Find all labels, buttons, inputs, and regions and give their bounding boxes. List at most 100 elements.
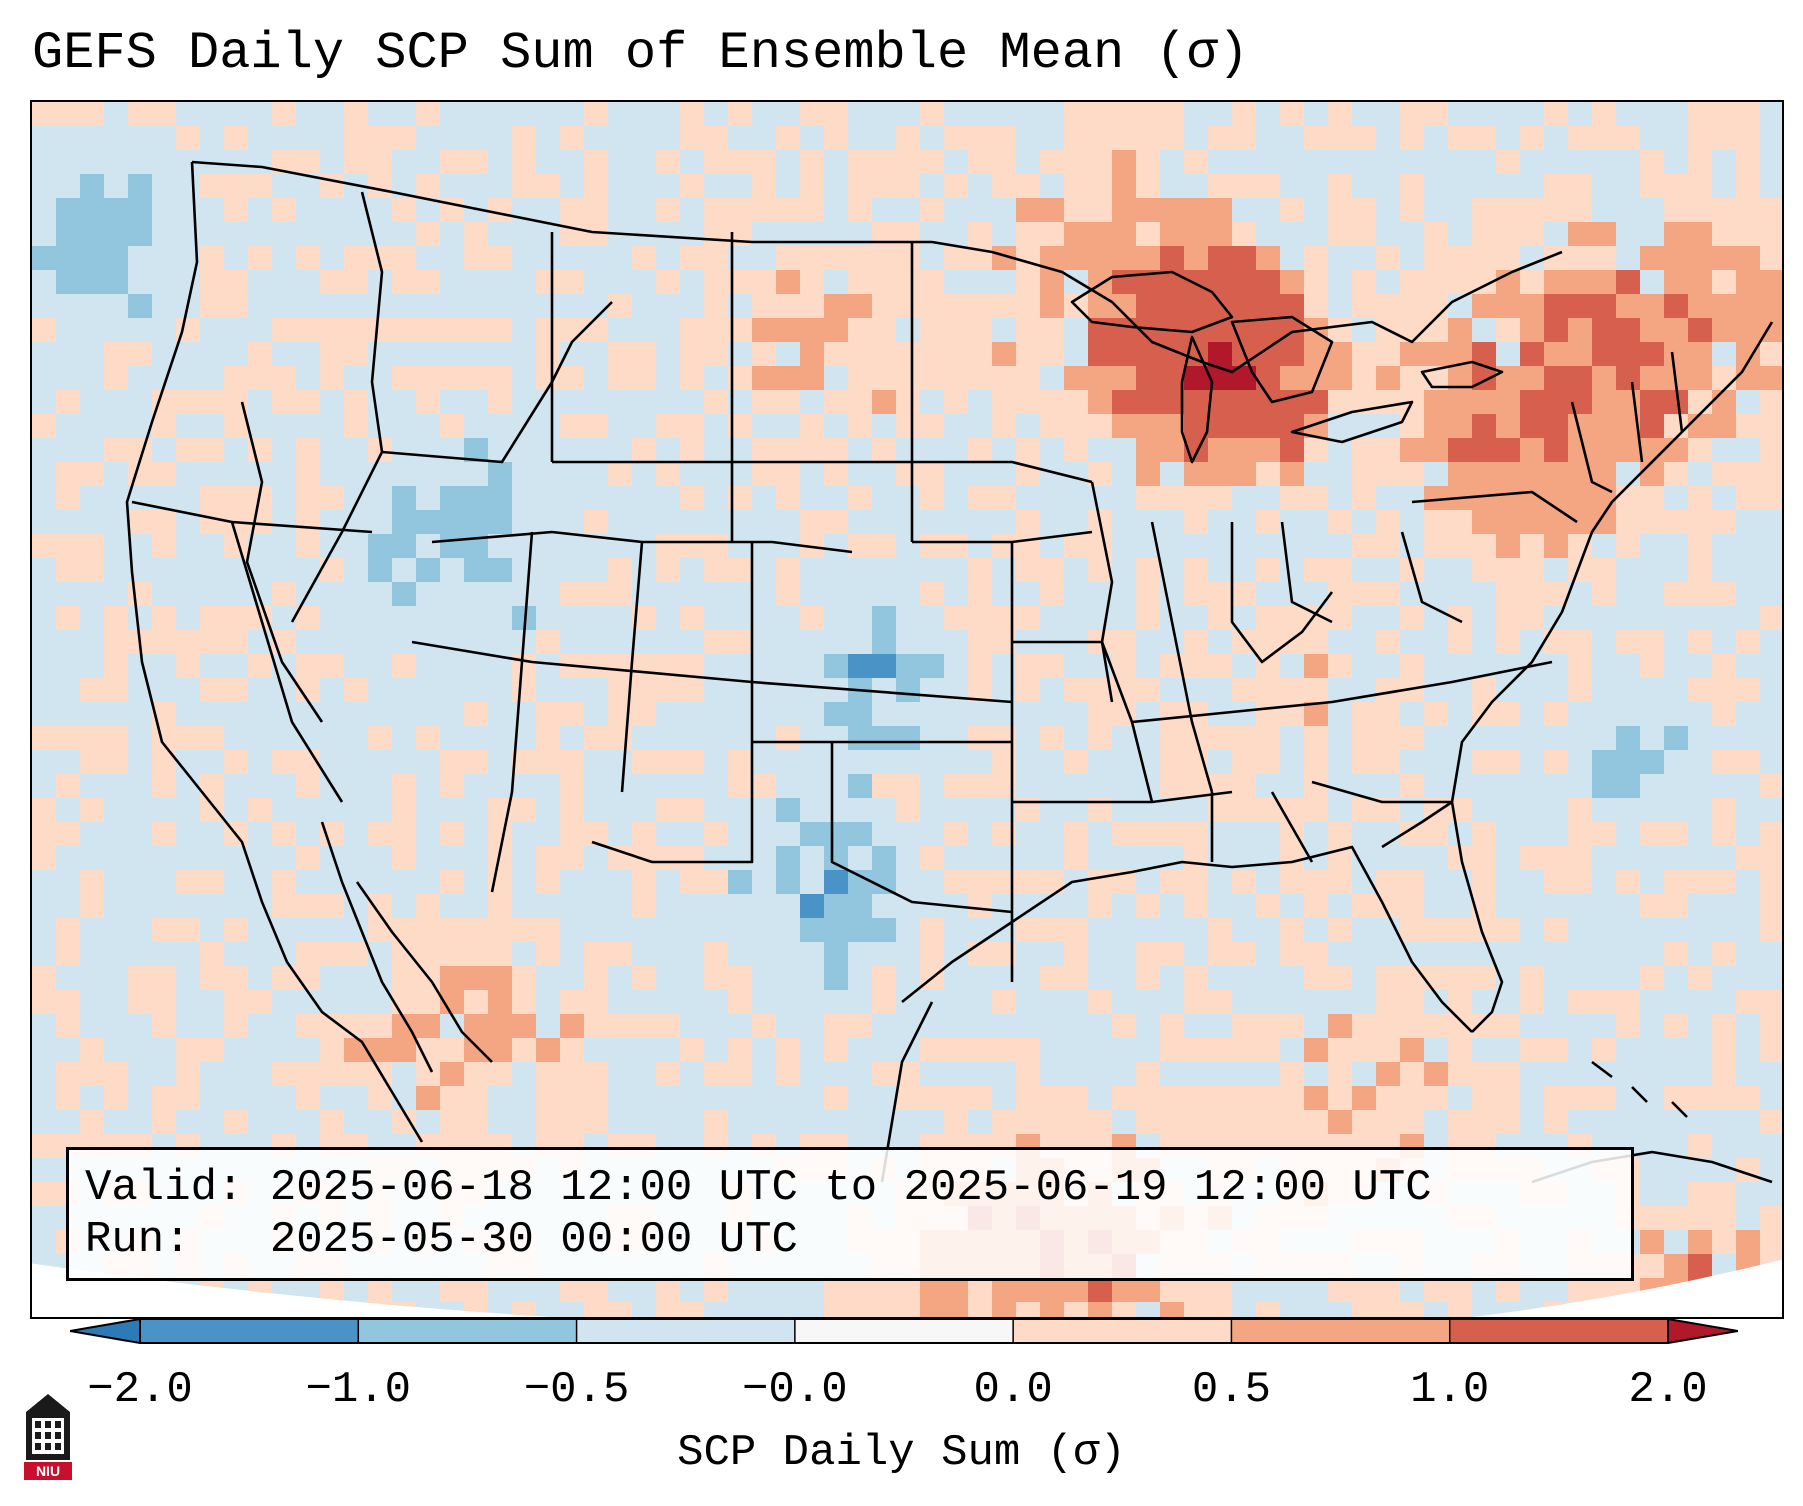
field-cell (1424, 102, 1448, 126)
field-cell (1064, 750, 1088, 774)
field-cell (968, 654, 992, 678)
field-cell (1472, 750, 1496, 774)
field-cell (1064, 822, 1088, 846)
field-cell (920, 1302, 944, 1317)
field-cell (1160, 198, 1184, 222)
field-cell (272, 318, 296, 342)
colorbar (69, 1317, 1739, 1345)
field-cell (104, 198, 128, 222)
field-cell (368, 726, 392, 750)
field-cell (1424, 534, 1448, 558)
field-cell (1400, 1302, 1424, 1317)
field-cell (1232, 1086, 1256, 1110)
field-cell (560, 126, 584, 150)
field-cell (1592, 822, 1616, 846)
field-cell (536, 726, 560, 750)
field-cell (752, 438, 776, 462)
field-cell (776, 126, 800, 150)
field-cell (1352, 894, 1376, 918)
field-cell (1520, 558, 1544, 582)
field-cell (560, 1038, 584, 1062)
field-cell (296, 894, 320, 918)
field-cell (1664, 342, 1688, 366)
field-cell (368, 1086, 392, 1110)
field-cell (1328, 870, 1352, 894)
field-cell (1280, 918, 1304, 942)
field-cell (1544, 1038, 1568, 1062)
field-cell (704, 1278, 728, 1302)
field-cell (1352, 438, 1376, 462)
field-cell (800, 366, 824, 390)
field-cell (200, 294, 224, 318)
colorbar-bin-4 (794, 1319, 1014, 1343)
field-cell (1064, 198, 1088, 222)
field-cell (1016, 198, 1040, 222)
field-cell (1472, 126, 1496, 150)
field-cell (1208, 270, 1232, 294)
field-cell (584, 198, 608, 222)
field-cell (680, 342, 704, 366)
field-cell (608, 1302, 632, 1317)
field-cell (1280, 366, 1304, 390)
field-cell (1304, 438, 1328, 462)
field-cell (1544, 702, 1568, 726)
field-cell (1424, 246, 1448, 270)
field-cell (1544, 1110, 1568, 1134)
field-cell (824, 822, 848, 846)
great-lakes-erie (1290, 400, 1414, 444)
field-cell (320, 654, 344, 678)
field-cell (1184, 1038, 1208, 1062)
field-cell (920, 534, 944, 558)
field-cell (1688, 486, 1712, 510)
field-cell (1736, 990, 1760, 1014)
field-cell (1760, 486, 1782, 510)
field-cell (1664, 318, 1688, 342)
field-cell (296, 318, 320, 342)
field-cell (200, 606, 224, 630)
field-cell (1640, 510, 1664, 534)
field-cell (704, 246, 728, 270)
field-cell (1016, 678, 1040, 702)
field-cell (968, 870, 992, 894)
field-cell (152, 534, 176, 558)
field-cell (680, 414, 704, 438)
field-cell (536, 270, 560, 294)
field-cell (1424, 966, 1448, 990)
field-cell (344, 270, 368, 294)
field-cell (1376, 462, 1400, 486)
field-cell (968, 1086, 992, 1110)
field-cell (1592, 462, 1616, 486)
field-cell (920, 582, 944, 606)
field-cell (656, 798, 680, 822)
field-cell (1304, 486, 1328, 510)
field-cell (104, 654, 128, 678)
field-cell (1640, 438, 1664, 462)
field-cell (1280, 798, 1304, 822)
field-cell (896, 366, 920, 390)
field-cell (968, 126, 992, 150)
field-cell (1040, 222, 1064, 246)
field-cell (1616, 294, 1640, 318)
field-cell (920, 366, 944, 390)
field-cell (80, 222, 104, 246)
field-cell (1040, 582, 1064, 606)
field-cell (1424, 438, 1448, 462)
field-cell (776, 198, 800, 222)
field-cell (896, 270, 920, 294)
us-canada-border (191, 160, 1563, 374)
field-cell (1640, 750, 1664, 774)
field-cell (1712, 222, 1736, 246)
field-cell (1712, 294, 1736, 318)
field-cell (1736, 222, 1760, 246)
field-cell (1400, 1062, 1424, 1086)
field-cell (1568, 798, 1592, 822)
field-cell (632, 966, 656, 990)
field-cell (296, 150, 320, 174)
field-cell (1184, 390, 1208, 414)
field-cell (152, 1014, 176, 1038)
field-cell (1736, 678, 1760, 702)
field-cell (1760, 846, 1782, 870)
field-cell (416, 366, 440, 390)
field-cell (344, 1014, 368, 1038)
field-cell (1688, 1182, 1712, 1206)
